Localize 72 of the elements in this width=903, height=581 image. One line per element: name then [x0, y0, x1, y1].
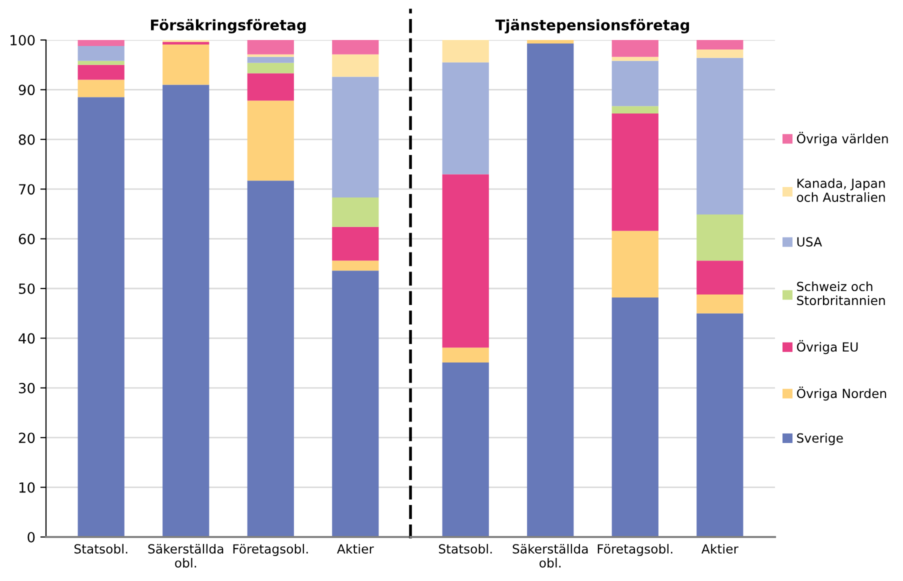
bar	[162, 44, 210, 85]
legend-label: USA	[797, 237, 822, 247]
legend-label: Sverige	[797, 433, 843, 446]
bar	[442, 40, 489, 62]
bar	[332, 226, 379, 261]
x-tick-label: Aktier	[337, 544, 374, 554]
bar	[247, 40, 294, 54]
bar	[247, 180, 294, 537]
bar	[247, 100, 294, 181]
x-tick-label: Säkerställda obl.	[512, 544, 588, 568]
bar	[612, 56, 658, 61]
bar	[247, 54, 294, 57]
chart-title: Försäkringsföretag	[150, 18, 306, 34]
y-tick-label: 0	[28, 532, 35, 542]
bar	[612, 106, 658, 114]
bar	[696, 214, 744, 261]
bar	[696, 294, 744, 314]
bar	[78, 64, 124, 80]
y-tick-label: 60	[18, 234, 35, 244]
y-tick-label: 50	[18, 283, 35, 294]
bar	[78, 97, 124, 537]
bar	[247, 56, 294, 63]
bar	[162, 42, 210, 44]
y-tick-label: 90	[18, 84, 35, 96]
bar	[696, 49, 744, 58]
x-tick-label: Statsobl.	[74, 544, 128, 554]
bar	[442, 174, 489, 348]
y-tick-label: 80	[18, 134, 35, 145]
y-tick-label: 100	[10, 34, 35, 46]
bar	[696, 313, 744, 537]
bar	[527, 40, 574, 44]
legend-label: Övriga världen	[796, 132, 888, 146]
legend-label: Övriga EU	[796, 340, 858, 354]
bar	[332, 198, 379, 227]
bar	[696, 58, 744, 214]
bar	[612, 40, 658, 57]
bar	[612, 297, 658, 537]
legend-label: Schweiz och Storbritannien	[797, 282, 885, 306]
legend-label: Kanada, Japan och Australien	[796, 178, 885, 202]
chart-title: Tjänstepensionsföretag	[495, 18, 689, 34]
bar	[332, 76, 379, 198]
bar	[78, 40, 124, 46]
bar	[612, 230, 658, 298]
bar	[332, 40, 379, 54]
bar	[247, 62, 294, 74]
y-tick-label: 40	[18, 333, 35, 344]
bar	[162, 84, 210, 537]
bar	[527, 43, 574, 537]
bar	[78, 60, 124, 65]
x-tick-label: Företagsobl.	[598, 544, 672, 556]
bar	[696, 40, 744, 50]
bar	[78, 46, 124, 61]
x-tick-label: Aktier	[702, 544, 738, 554]
y-tick-label: 70	[19, 184, 35, 195]
bar	[78, 80, 124, 98]
bar	[332, 270, 379, 537]
bar	[442, 362, 489, 537]
y-tick-label: 20	[18, 432, 35, 444]
legend-label: Övriga Norden	[796, 386, 886, 401]
bar	[442, 348, 489, 363]
x-tick-label: Företagsobl.	[233, 544, 308, 556]
x-tick-label: Statsobl.	[438, 544, 492, 554]
bar	[696, 260, 744, 294]
bar	[612, 60, 658, 106]
bar	[247, 73, 294, 101]
y-tick-label: 10	[19, 482, 35, 493]
bar	[612, 114, 658, 231]
bar	[332, 260, 379, 271]
bar	[442, 62, 489, 174]
x-tick-label: Säkerställda obl.	[148, 544, 224, 568]
bar	[332, 54, 379, 77]
y-tick-label: 30	[18, 382, 35, 394]
